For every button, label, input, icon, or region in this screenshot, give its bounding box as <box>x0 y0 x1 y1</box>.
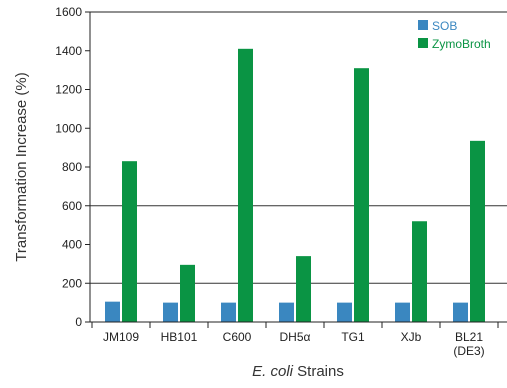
bar-zymobroth-6 <box>470 140 485 322</box>
legend: SOB ZymoBroth <box>418 19 491 51</box>
x-axis-title-italic: E. coli <box>252 363 294 380</box>
y-tick-labels: 0 200 400 600 800 1000 1200 1400 1600 <box>55 5 82 329</box>
y-axis-title: Transformation Increase (%) <box>13 72 30 262</box>
y-tick-label-0: 0 <box>75 315 82 329</box>
y-tick-label-400: 400 <box>62 238 82 252</box>
x-tick-label-0: JM109 <box>103 330 139 344</box>
bar-zymobroth-2 <box>238 48 253 322</box>
x-tick-label-6: BL21 <box>455 330 483 344</box>
y-tick-label-1600: 1600 <box>55 5 82 19</box>
y-tick-label-800: 800 <box>62 160 82 174</box>
x-axis-title: E. coli Strains <box>252 363 344 380</box>
bar-zymobroth-0 <box>122 161 137 322</box>
y-tick-label-1000: 1000 <box>55 121 82 135</box>
bar-zymobroth-3 <box>296 256 311 322</box>
x-tick-label-4: TG1 <box>341 330 365 344</box>
bar-zymobroth-5 <box>412 221 427 322</box>
legend-label-sob: SOB <box>432 19 457 33</box>
bar-sob-6 <box>453 302 468 322</box>
x-tick-label-2: C600 <box>223 330 252 344</box>
legend-swatch-zymobroth <box>418 38 428 48</box>
bars <box>105 48 485 322</box>
x-tick-label-3: DH5α <box>280 330 311 344</box>
bar-sob-5 <box>395 302 410 322</box>
x-tick-label-1: HB101 <box>161 330 198 344</box>
bar-sob-4 <box>337 302 352 322</box>
y-tick-label-1200: 1200 <box>55 83 82 97</box>
legend-swatch-sob <box>418 20 428 30</box>
y-tick-label-1400: 1400 <box>55 44 82 58</box>
bar-sob-0 <box>105 301 120 322</box>
bar-sob-2 <box>221 302 236 322</box>
bar-sob-3 <box>279 302 294 322</box>
bar-sob-1 <box>163 302 178 322</box>
x-tick-sublabel-6: (DE3) <box>453 344 484 358</box>
bar-zymobroth-1 <box>180 264 195 322</box>
axes <box>85 11 507 328</box>
x-tick-label-5: XJb <box>401 330 422 344</box>
y-tick-label-200: 200 <box>62 276 82 290</box>
y-tick-label-600: 600 <box>62 199 82 213</box>
x-tick-labels: JM109 HB101 C600 DH5α TG1 XJb BL21(DE3) <box>103 330 485 358</box>
x-axis-title-rest: Strains <box>293 363 344 380</box>
bar-zymobroth-4 <box>354 68 369 322</box>
legend-label-zymobroth: ZymoBroth <box>432 37 491 51</box>
